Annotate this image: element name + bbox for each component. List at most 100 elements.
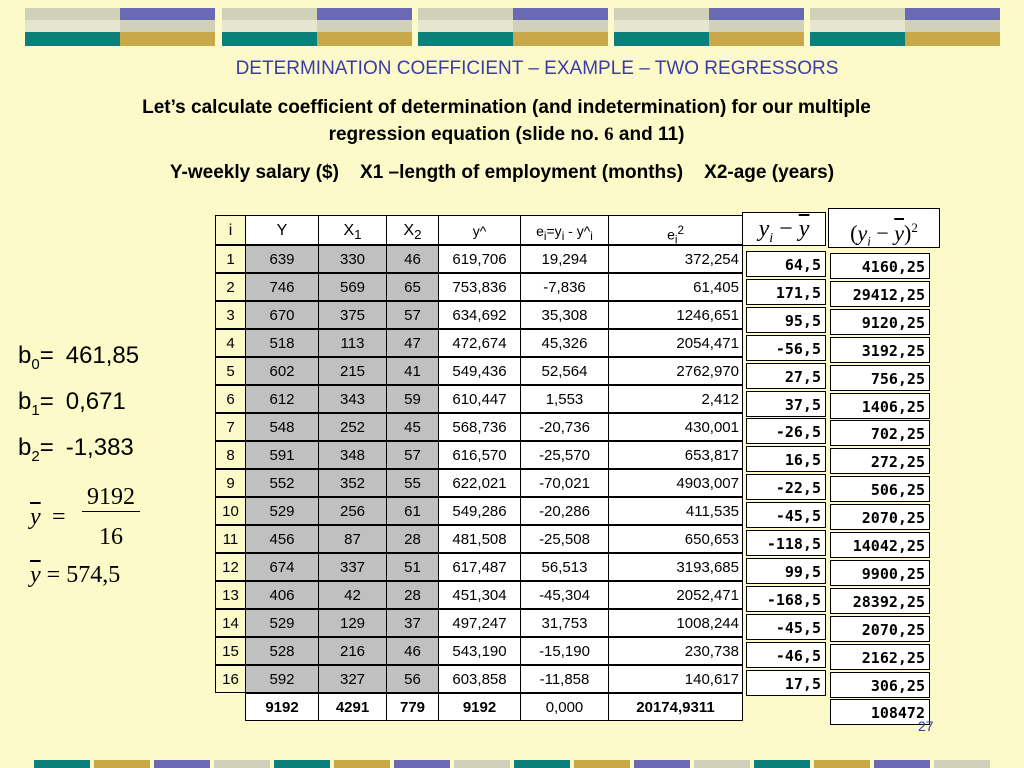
band-part [513, 8, 608, 20]
table-cell: 3193,685 [608, 553, 743, 581]
table-cell: 549,286 [438, 497, 521, 525]
coef-name: b [18, 388, 32, 415]
coef-sub: 0 [31, 355, 40, 373]
squared-cell: 4160,25 [830, 253, 930, 279]
mean-symbol: y [30, 562, 41, 588]
table-cell: 529 [245, 497, 319, 525]
squared-cell: 9900,25 [830, 559, 930, 586]
band-part [574, 760, 630, 768]
band-part [634, 760, 690, 768]
band-part [905, 8, 1000, 20]
table-cell: 252 [318, 413, 387, 441]
table-cell: 51 [386, 553, 439, 581]
header-sub: i [674, 233, 678, 247]
table-cell: 612 [245, 385, 319, 413]
deviation-cell: -118,5 [746, 530, 826, 556]
band-part [334, 760, 390, 768]
band-part [317, 20, 412, 32]
band-part [614, 8, 709, 20]
table-cell: 1,553 [520, 385, 609, 413]
table-cell: 617,487 [438, 553, 521, 581]
formula-part: y [857, 220, 868, 246]
table-cell: 13 [215, 581, 246, 609]
table-cell: 2762,970 [608, 357, 743, 385]
header-text: e [536, 223, 544, 239]
total-cell: 779 [386, 693, 439, 721]
band-part [810, 32, 905, 46]
deviation-cell: -56,5 [746, 334, 826, 361]
deviation-cell: 99,5 [746, 557, 826, 584]
table-cell: 548 [245, 413, 319, 441]
band-part [814, 760, 870, 768]
table-cell: 753,836 [438, 273, 521, 301]
band-part [120, 32, 215, 46]
table-cell: 639 [245, 245, 319, 273]
header-sub: 1 [354, 227, 362, 243]
total-cell: 0,000 [520, 693, 609, 721]
band-part [709, 8, 804, 20]
table-cell: 52,564 [520, 357, 609, 385]
band-part [905, 32, 1000, 46]
table-cell: 372,254 [608, 245, 743, 273]
coef-eq: = [39, 388, 54, 415]
header-cell: ei=yi - y^i [520, 215, 609, 245]
squared-cell: 28392,25 [830, 587, 930, 614]
coefficient: b1= 0,671 [18, 388, 126, 419]
deviation-cell: -45,5 [746, 613, 826, 640]
squared-cell: 506,25 [830, 476, 930, 503]
deviation-cell: 27,5 [746, 362, 826, 389]
deviation-cell: -45,5 [746, 502, 826, 529]
formula-part: ) [904, 220, 912, 246]
table-cell: 6 [215, 385, 246, 413]
formula-part: 2 [911, 220, 918, 235]
band-part [934, 760, 990, 768]
band-part [120, 8, 215, 20]
formula-part: ( [850, 220, 858, 246]
squared-cell: 1406,25 [830, 392, 930, 419]
table-cell: 4903,007 [608, 469, 743, 497]
band-part [754, 760, 810, 768]
table-cell: -25,570 [520, 441, 609, 469]
band-part [222, 20, 317, 32]
formula-part: − [779, 216, 793, 242]
formula-part: y [798, 216, 810, 242]
table-cell: 11 [215, 525, 246, 553]
deviation-cell: 17,5 [746, 669, 826, 696]
table-cell: 35,308 [520, 301, 609, 329]
coef-eq: = [39, 342, 54, 369]
coefficient: b0= 461,85 [18, 342, 139, 373]
table-cell: -7,836 [520, 273, 609, 301]
deviation-header: yi − y [742, 212, 826, 246]
table-cell: 2052,471 [608, 581, 743, 609]
table-cell: 46 [386, 245, 439, 273]
table-cell: 14 [215, 609, 246, 637]
table-cell: 411,535 [608, 497, 743, 525]
table-cell: 4 [215, 329, 246, 357]
table-cell: -25,508 [520, 525, 609, 553]
deviation-cell: 171,5 [746, 278, 826, 305]
band-part [94, 760, 150, 768]
table-cell: 19,294 [520, 245, 609, 273]
band-part [614, 20, 709, 32]
table-cell: 616,570 [438, 441, 521, 469]
header-text: X [403, 222, 415, 239]
table-cell: 45,326 [520, 329, 609, 357]
header-text: Y [276, 222, 288, 239]
header-sub: 2 [414, 227, 422, 243]
header-sub: i [561, 229, 565, 243]
band-part [317, 8, 412, 20]
total-cell: 9192 [245, 693, 319, 721]
band-part [25, 8, 120, 20]
table-cell: 327 [318, 665, 387, 693]
band [418, 8, 608, 46]
table-cell: 2,412 [608, 385, 743, 413]
mean-result-line: y = 574,5 [30, 562, 120, 589]
squared-cell: 2070,25 [830, 504, 930, 531]
table-cell: 55 [386, 469, 439, 497]
table-cell: 61,405 [608, 273, 743, 301]
table-cell: 650,653 [608, 525, 743, 553]
deviation-cell: -26,5 [746, 418, 826, 445]
header-text: i [228, 222, 233, 239]
header-cell: ei2 [608, 215, 743, 247]
band-part [709, 20, 804, 32]
